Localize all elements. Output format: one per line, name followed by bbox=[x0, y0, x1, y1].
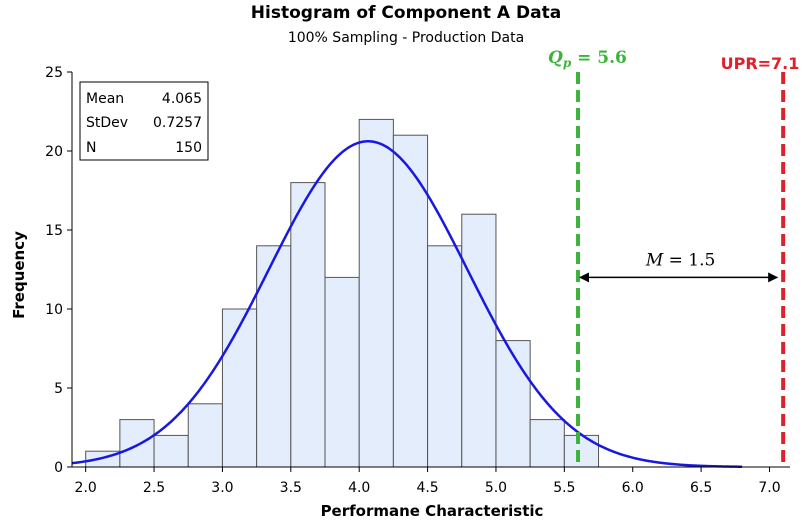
x-tick-label: 5.0 bbox=[485, 480, 507, 496]
histogram-bar-10 bbox=[427, 245, 463, 468]
histogram-bars bbox=[85, 118, 600, 468]
histogram-bar-12 bbox=[495, 340, 531, 468]
x-tick-label: 3.5 bbox=[280, 480, 302, 496]
histogram-bar-5 bbox=[256, 245, 292, 468]
qp-label-q: Q bbox=[548, 48, 563, 68]
histogram-bar-14 bbox=[563, 434, 600, 468]
chart-title: Histogram of Component A Data bbox=[251, 3, 561, 23]
stats-box: Mean 4.065 StDev 0.7257 N 150 bbox=[79, 81, 209, 161]
chart-subtitle: 100% Sampling - Production Data bbox=[288, 30, 524, 46]
m-label: M = 1.5 bbox=[645, 250, 716, 270]
normal-fit-curve bbox=[71, 140, 743, 468]
x-axis-ticks: 2.0 2.5 3.0 3.5 4.0 4.5 5.0 5.5 6.0 6.5 7.0 bbox=[75, 467, 781, 496]
y-tick-label: 5 bbox=[54, 381, 63, 397]
histogram-bar-3 bbox=[187, 403, 223, 468]
histogram-bar-7 bbox=[324, 276, 360, 468]
histogram-bar-2 bbox=[153, 434, 189, 468]
stat-label-n: N bbox=[86, 140, 96, 156]
y-tick-label: 10 bbox=[45, 302, 63, 318]
histogram-bar-9 bbox=[392, 134, 429, 468]
y-axis-ticks: 0 5 10 15 20 25 bbox=[45, 65, 72, 476]
stat-value-stdev: 0.7257 bbox=[153, 115, 202, 131]
qp-label: Qp = 5.6 bbox=[548, 48, 627, 70]
x-tick-label: 6.5 bbox=[690, 480, 712, 496]
m-label-var: M bbox=[645, 250, 664, 270]
x-tick-label: 4.5 bbox=[416, 480, 438, 496]
upr-label: UPR=7.1 bbox=[721, 54, 800, 73]
x-axis-label: Performane Characteristic bbox=[321, 502, 544, 520]
x-tick-label: 3.0 bbox=[211, 480, 233, 496]
y-tick-label: 15 bbox=[45, 223, 63, 239]
qp-label-sub: p bbox=[563, 56, 572, 70]
x-tick-label: 7.0 bbox=[758, 480, 780, 496]
histogram-bar-1 bbox=[119, 419, 155, 468]
histogram-bar-4 bbox=[221, 308, 258, 468]
stat-label-mean: Mean bbox=[86, 91, 124, 107]
x-tick-label: 6.0 bbox=[622, 480, 644, 496]
histogram-bar-13 bbox=[529, 419, 565, 468]
m-label-value: = 1.5 bbox=[663, 250, 715, 270]
histogram-bar-11 bbox=[461, 213, 497, 468]
y-tick-label: 25 bbox=[45, 65, 63, 81]
qp-label-value: = 5.6 bbox=[571, 48, 627, 68]
y-axis-label: Frequency bbox=[10, 231, 28, 319]
stat-value-mean: 4.065 bbox=[162, 91, 202, 107]
y-tick-label: 20 bbox=[45, 144, 63, 160]
x-tick-label: 2.0 bbox=[75, 480, 97, 496]
x-tick-label: 4.0 bbox=[348, 480, 370, 496]
y-tick-label: 0 bbox=[54, 460, 63, 476]
histogram-bar-6 bbox=[290, 182, 326, 468]
axes bbox=[71, 72, 790, 468]
x-tick-label: 5.5 bbox=[553, 480, 575, 496]
x-tick-label: 2.5 bbox=[143, 480, 165, 496]
stats-box-frame bbox=[79, 81, 209, 161]
stat-value-n: 150 bbox=[175, 140, 202, 156]
stat-label-stdev: StDev bbox=[86, 115, 128, 131]
histogram-bar-8 bbox=[358, 118, 394, 468]
